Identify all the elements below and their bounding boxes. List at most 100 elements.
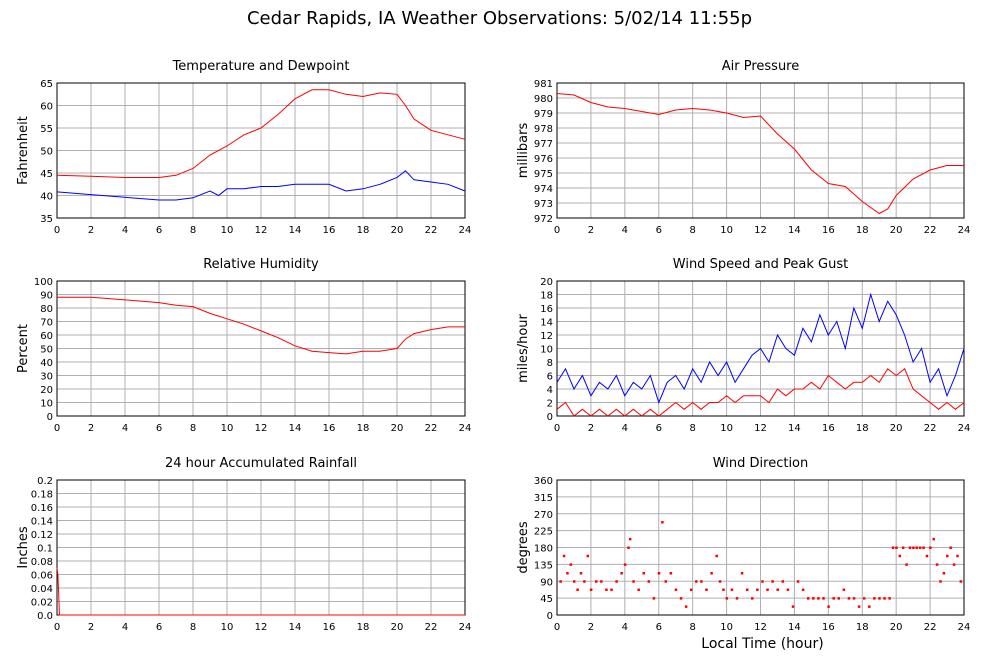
data-point bbox=[827, 605, 830, 608]
y-axis-label: Fahrenheit bbox=[16, 116, 31, 185]
x-tick-label: 0 bbox=[54, 423, 60, 434]
x-tick-label: 2 bbox=[88, 622, 94, 633]
x-tick-label: 14 bbox=[289, 622, 302, 633]
data-point bbox=[771, 580, 774, 583]
data-point bbox=[939, 580, 942, 583]
y-tick-label: 6 bbox=[547, 372, 553, 383]
data-point bbox=[689, 588, 693, 591]
data-point bbox=[669, 572, 673, 575]
data-point bbox=[946, 554, 949, 558]
data-point bbox=[949, 546, 952, 549]
y-tick-label: 978 bbox=[534, 124, 553, 135]
data-point bbox=[600, 580, 603, 583]
y-tick-label: 20 bbox=[40, 385, 53, 396]
x-tick-label: 22 bbox=[924, 423, 937, 434]
page-title: Cedar Rapids, IA Weather Observations: 5… bbox=[246, 8, 753, 29]
x-tick-label: 22 bbox=[425, 622, 438, 633]
y-tick-label: 45 bbox=[40, 169, 53, 180]
series-line bbox=[56, 567, 465, 616]
x-tick-label: 2 bbox=[588, 225, 594, 236]
y-tick-label: 180 bbox=[534, 544, 553, 555]
x-tick-label: 16 bbox=[822, 423, 835, 434]
y-tick-label: 135 bbox=[534, 560, 553, 571]
y-tick-label: 80 bbox=[40, 304, 53, 315]
data-point bbox=[700, 580, 703, 583]
x-tick-label: 14 bbox=[289, 423, 302, 434]
data-point bbox=[589, 588, 593, 591]
y-tick-label: 90 bbox=[540, 577, 553, 588]
y-axis-label: miles/hour bbox=[516, 313, 531, 382]
y-tick-label: 972 bbox=[534, 214, 553, 225]
y-tick-label: 975 bbox=[534, 169, 553, 180]
y-tick-label: 35 bbox=[40, 214, 53, 225]
x-tick-label: 12 bbox=[255, 423, 268, 434]
data-point bbox=[610, 588, 613, 591]
plot-frame bbox=[56, 280, 466, 417]
data-point bbox=[722, 588, 725, 591]
data-point bbox=[652, 597, 656, 600]
series-line bbox=[556, 93, 964, 215]
data-point bbox=[766, 588, 769, 591]
x-tick-label: 6 bbox=[156, 622, 162, 633]
data-point bbox=[812, 597, 815, 600]
y-tick-label: 981 bbox=[534, 79, 553, 90]
data-point bbox=[786, 588, 790, 591]
y-tick-label: 40 bbox=[40, 358, 53, 369]
data-point bbox=[579, 572, 583, 575]
y-tick-label: 4 bbox=[547, 385, 553, 396]
data-point bbox=[888, 597, 891, 600]
data-point bbox=[847, 597, 851, 600]
data-point bbox=[637, 588, 640, 591]
x-tick-label: 10 bbox=[221, 622, 234, 633]
data-point bbox=[718, 580, 722, 583]
data-point bbox=[878, 597, 881, 600]
y-tick-label: 979 bbox=[534, 109, 553, 120]
x-tick-label: 16 bbox=[323, 225, 336, 236]
x-tick-label: 20 bbox=[391, 225, 404, 236]
data-point bbox=[642, 572, 645, 575]
data-point bbox=[801, 588, 805, 591]
x-tick-label: 18 bbox=[357, 225, 370, 236]
y-tick-label: 977 bbox=[534, 139, 553, 150]
x-tick-label: 8 bbox=[190, 622, 196, 633]
y-tick-label: 0.02 bbox=[31, 598, 53, 609]
y-tick-label: 55 bbox=[40, 124, 53, 135]
data-point bbox=[632, 580, 635, 583]
data-point bbox=[583, 580, 586, 583]
chart-title: Relative Humidity bbox=[203, 257, 319, 272]
y-tick-label: 18 bbox=[540, 291, 553, 302]
x-tick-label: 22 bbox=[924, 225, 937, 236]
data-point bbox=[891, 546, 895, 549]
y-tick-label: 14 bbox=[540, 318, 553, 329]
x-tick-label: 4 bbox=[622, 423, 628, 434]
data-point bbox=[751, 597, 754, 600]
data-point bbox=[730, 588, 734, 591]
x-tick-label: 18 bbox=[856, 225, 869, 236]
data-point bbox=[842, 588, 846, 591]
y-tick-label: 0.16 bbox=[31, 503, 53, 514]
data-point bbox=[705, 588, 708, 591]
x-tick-label: 24 bbox=[459, 622, 472, 633]
y-tick-label: 0.06 bbox=[31, 571, 53, 582]
series-line bbox=[56, 170, 466, 201]
y-tick-label: 0.14 bbox=[31, 517, 53, 528]
x-tick-label: 12 bbox=[754, 622, 767, 633]
x-tick-label: 8 bbox=[689, 225, 695, 236]
data-point bbox=[615, 580, 618, 583]
data-point bbox=[586, 554, 590, 558]
x-tick-label: 16 bbox=[822, 622, 835, 633]
x-tick-label: 0 bbox=[54, 622, 60, 633]
x-tick-label: 4 bbox=[122, 423, 128, 434]
data-point bbox=[756, 588, 759, 591]
y-tick-label: 0.1 bbox=[37, 544, 53, 555]
y-tick-label: 90 bbox=[40, 291, 53, 302]
x-tick-label: 18 bbox=[856, 622, 869, 633]
data-point bbox=[898, 554, 902, 558]
x-axis-title: Local Time (hour) bbox=[701, 636, 824, 652]
chart-title: Wind Direction bbox=[713, 456, 809, 471]
data-point bbox=[781, 580, 785, 583]
data-point bbox=[796, 580, 800, 583]
x-tick-label: 8 bbox=[689, 622, 695, 633]
data-point bbox=[791, 605, 795, 608]
